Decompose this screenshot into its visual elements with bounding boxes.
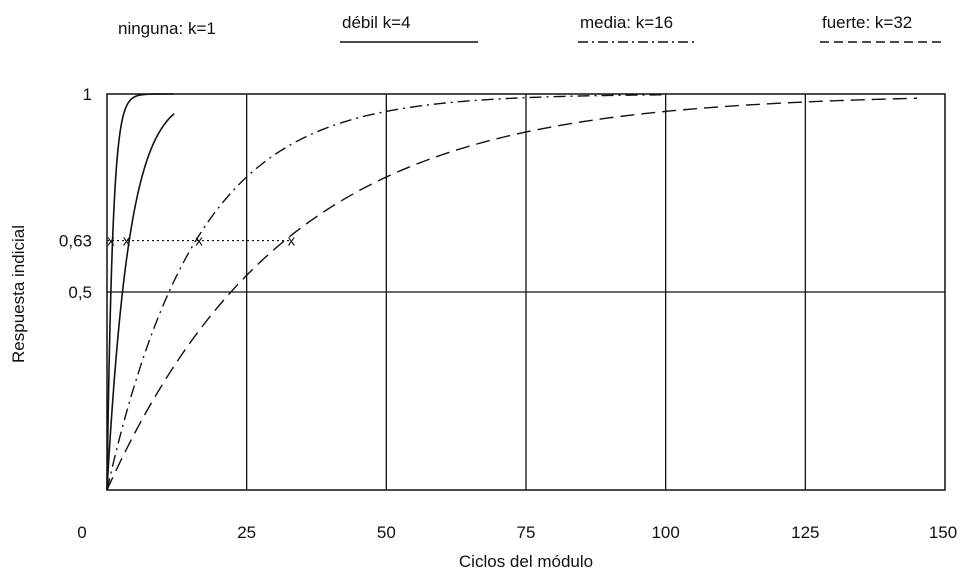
curves [106, 93, 918, 491]
marker-x-1: x [107, 233, 115, 250]
marker-x-2: x [123, 233, 131, 250]
x-tick-label-3: 75 [517, 523, 536, 542]
legend-entry-ninguna: ninguna: k=1 [118, 19, 216, 38]
y-axis-label: Respuesta indicial [9, 225, 28, 363]
legend-entry-fuerte: fuerte: k=32 [822, 13, 912, 32]
x-axis-label: Ciclos del módulo [459, 552, 593, 571]
x-tick-label-0: 0 [77, 523, 86, 542]
x-tick-label-2: 50 [377, 523, 396, 542]
legend: ninguna: k=1 débil k=4 media: k=16 fuert… [118, 13, 946, 43]
legend-entry-media: media: k=16 [580, 13, 673, 32]
legend-entry-debil: débil k=4 [342, 13, 411, 32]
curve-series-3 [106, 97, 918, 491]
x-tick-label-6: 150 [929, 523, 957, 542]
y-tick-label-0: 0,5 [68, 283, 92, 302]
marker-x-4: x [288, 233, 296, 250]
curve-series-2 [106, 94, 666, 491]
curve-series-0 [106, 93, 175, 491]
x-axis-ticks: 0 25 50 75 100 125 150 [77, 523, 957, 542]
marker-x-3: x [195, 233, 203, 250]
y-tick-label-1: 0,63 [59, 232, 92, 251]
y-axis-ticks: 0,5 0,63 1 [59, 85, 92, 302]
grid [107, 94, 945, 490]
x-tick-label-5: 125 [791, 523, 819, 542]
x-tick-label-4: 100 [651, 523, 679, 542]
y-tick-label-2: 1 [83, 85, 92, 104]
curve-series-1 [106, 113, 175, 491]
x-tick-label-1: 25 [237, 523, 256, 542]
